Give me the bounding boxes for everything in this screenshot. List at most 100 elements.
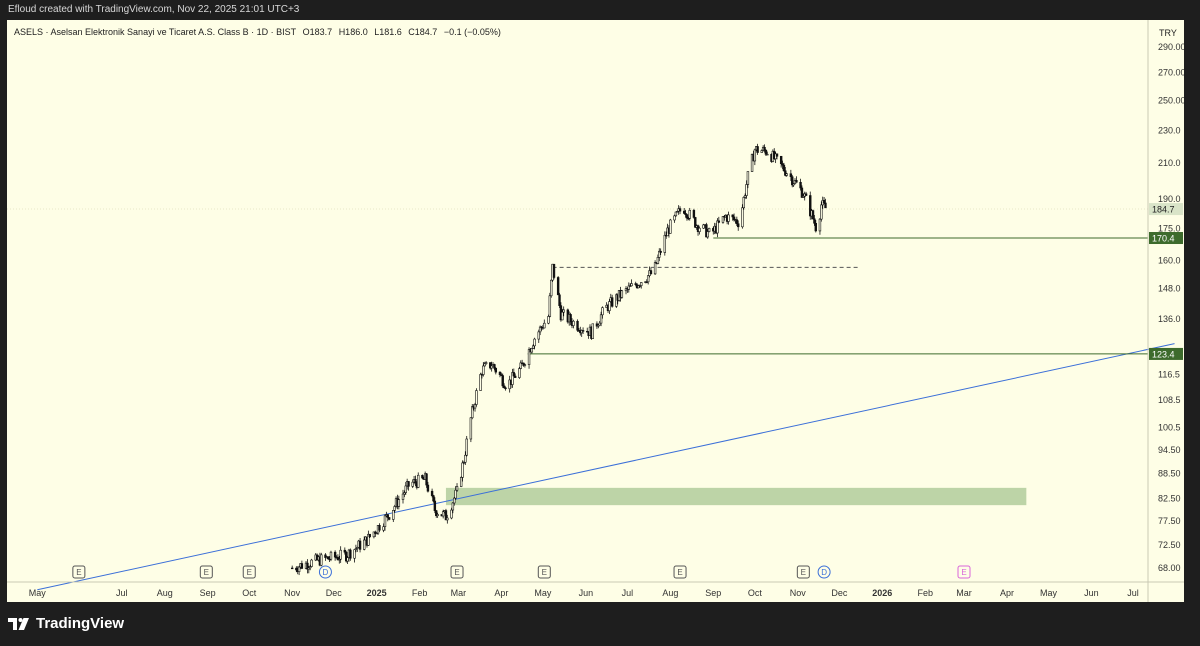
candle-body — [392, 510, 395, 520]
candle-body — [435, 510, 438, 517]
candle-body — [646, 275, 650, 283]
price-chart[interactable]: E E E D E E E E D E 290.00 270.00 250.00 230.0 210.0 1… — [7, 20, 1184, 602]
candle-body — [382, 526, 385, 531]
tradingview-logo[interactable]: TradingView — [8, 615, 124, 632]
dividend-marker-icon[interactable] — [318, 565, 332, 579]
candle-body — [732, 216, 736, 221]
time-tick-label: Mar — [956, 588, 972, 598]
candle-body — [363, 539, 366, 550]
candle-body — [414, 479, 417, 484]
candle-body — [465, 438, 468, 456]
candle-body — [523, 364, 527, 366]
candle-body — [792, 183, 795, 186]
price-tick-label: 230.0 — [1158, 125, 1181, 135]
candle-body — [320, 554, 323, 566]
candle-body — [490, 365, 493, 369]
candle-body — [469, 417, 473, 440]
candle-body — [500, 374, 503, 376]
earnings-marker-icon[interactable] — [673, 565, 687, 579]
price-tick-label: 82.50 — [1158, 494, 1181, 504]
candle-body — [339, 549, 342, 560]
candle-body — [610, 297, 614, 307]
time-tick-label: Feb — [917, 588, 933, 598]
candle-body — [430, 490, 434, 496]
candle-body — [345, 551, 348, 562]
earnings-marker-icon[interactable] — [957, 565, 971, 579]
candle-body — [813, 218, 816, 224]
candle-body — [407, 481, 410, 487]
price-tick-label: 160.0 — [1158, 256, 1181, 266]
candle-body — [811, 210, 815, 220]
candle-body — [678, 208, 682, 212]
candle-body — [444, 510, 448, 521]
currency-label[interactable]: TRY — [1159, 28, 1177, 38]
time-tick-label: Jul — [622, 588, 634, 598]
footer: TradingView — [0, 602, 1200, 646]
candle-body — [779, 155, 783, 165]
candle-body — [756, 146, 759, 153]
candle-body — [731, 214, 734, 218]
chart-frame[interactable]: E E E D E E E E D E 290.00 270.00 250.00 230.0 210.0 1… — [7, 20, 1184, 602]
earnings-marker-icon[interactable] — [199, 565, 213, 579]
candle-body — [824, 202, 827, 209]
candle-body — [475, 390, 478, 405]
candle-body — [493, 364, 496, 369]
time-tick-label: Aug — [157, 588, 173, 598]
price-tick-label: 190.0 — [1158, 194, 1181, 204]
candle-body — [404, 485, 407, 493]
earnings-marker-icon[interactable] — [450, 565, 464, 579]
candle-body — [795, 180, 798, 183]
candle-body — [454, 489, 457, 499]
candle-body — [441, 511, 445, 517]
candle-body — [673, 215, 676, 221]
earnings-marker-label: E — [204, 568, 209, 577]
candle-body — [533, 338, 536, 347]
candle-body — [514, 375, 517, 378]
candle-body — [597, 324, 600, 327]
candle-body — [489, 362, 492, 369]
candle-body — [791, 176, 794, 186]
trend-line[interactable] — [37, 343, 1175, 591]
candle-body — [417, 474, 420, 488]
candle-body — [501, 375, 504, 387]
candle-body — [310, 559, 313, 567]
candle-body — [727, 214, 730, 222]
candle-body — [684, 213, 687, 215]
price-tick-label: 148.0 — [1158, 284, 1181, 294]
candle-body — [640, 282, 643, 286]
candle-body — [760, 150, 763, 153]
price-tick-label: 290.00 — [1158, 42, 1184, 52]
time-tick-label: Jul — [116, 588, 128, 598]
time-tick-label: 2025 — [367, 588, 387, 598]
candle-body — [426, 484, 430, 492]
dividend-marker-icon[interactable] — [817, 565, 831, 579]
candle-body — [702, 224, 705, 229]
time-tick-label: Oct — [242, 588, 257, 598]
candle-body — [329, 551, 333, 560]
earnings-marker-label: E — [542, 568, 547, 577]
earnings-marker-label: E — [961, 568, 966, 577]
candle-body — [558, 294, 561, 306]
candle-body — [721, 216, 725, 223]
candle-body — [346, 557, 349, 562]
level-price-tag — [1149, 232, 1183, 245]
price-tick-label: 136.0 — [1158, 314, 1181, 324]
candle-body — [462, 461, 466, 464]
last-price-tag — [1149, 203, 1183, 216]
candle-body — [698, 227, 701, 232]
candle-body — [494, 367, 498, 373]
candle-body — [295, 567, 298, 571]
earnings-marker-icon[interactable] — [242, 565, 256, 579]
support-zone[interactable] — [445, 487, 1027, 506]
candle-body — [638, 285, 642, 287]
candle-body — [630, 283, 633, 287]
candle-body — [375, 532, 378, 535]
earnings-marker-icon[interactable] — [796, 565, 810, 579]
earnings-marker-icon[interactable] — [72, 565, 86, 579]
dividend-marker-label: D — [821, 568, 827, 577]
candle-body — [461, 462, 464, 478]
candle-body — [775, 153, 779, 157]
dividend-marker-label: D — [323, 568, 329, 577]
candle-body — [403, 492, 406, 495]
earnings-marker-icon[interactable] — [537, 565, 551, 579]
